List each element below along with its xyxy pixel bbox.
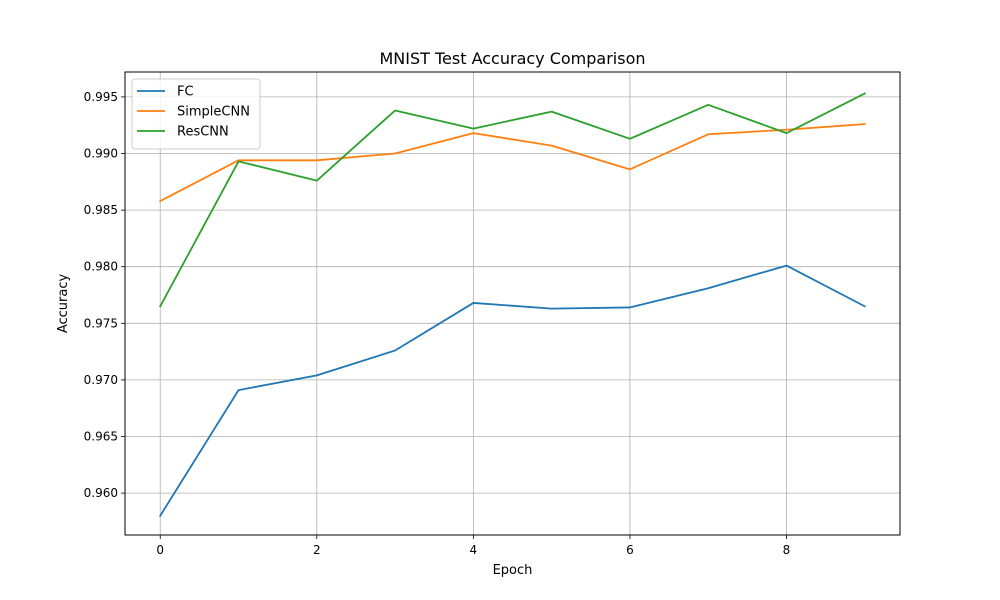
y-tick-label: 0.960: [84, 486, 118, 500]
series-line-rescnn: [159, 92, 866, 308]
y-tick-label: 0.985: [84, 203, 118, 217]
y-tick-label: 0.965: [84, 430, 118, 444]
x-tick-label: 8: [783, 543, 791, 557]
y-tick-label: 0.980: [84, 260, 118, 274]
y-axis-label: Accuracy: [56, 274, 71, 334]
x-tick-label: 0: [156, 543, 164, 557]
x-tick-label: 2: [313, 543, 321, 557]
legend-label: FC: [177, 85, 194, 100]
chart-title: MNIST Test Accuracy Comparison: [379, 49, 645, 68]
y-tick-label: 0.975: [84, 316, 118, 330]
series-line-simplecnn: [159, 123, 866, 203]
legend-label: ResCNN: [177, 125, 229, 140]
legend-label: SimpleCNN: [177, 105, 250, 120]
series-line-fc: [158, 264, 866, 517]
x-axis-label: Epoch: [493, 563, 533, 578]
legend-entry-fc: FC: [137, 85, 194, 100]
y-tick-label: 0.995: [84, 90, 118, 104]
legend-entry-rescnn: ResCNN: [137, 125, 229, 140]
x-tick-label: 4: [470, 543, 478, 557]
y-tick-label: 0.970: [84, 373, 118, 387]
x-tick-label: 6: [626, 543, 634, 557]
legend: FC SimpleCNN ResCNN: [131, 78, 261, 150]
plot-frame: [124, 71, 901, 536]
legend-entry-simplecnn: SimpleCNN: [137, 105, 250, 120]
y-tick-label: 0.990: [84, 147, 118, 161]
tick-layer: 0 2 4 6 8 0.960 0.965 0.970 0.975 0.980 0.985 0.990…: [84, 90, 791, 557]
series-layer: [158, 92, 866, 517]
